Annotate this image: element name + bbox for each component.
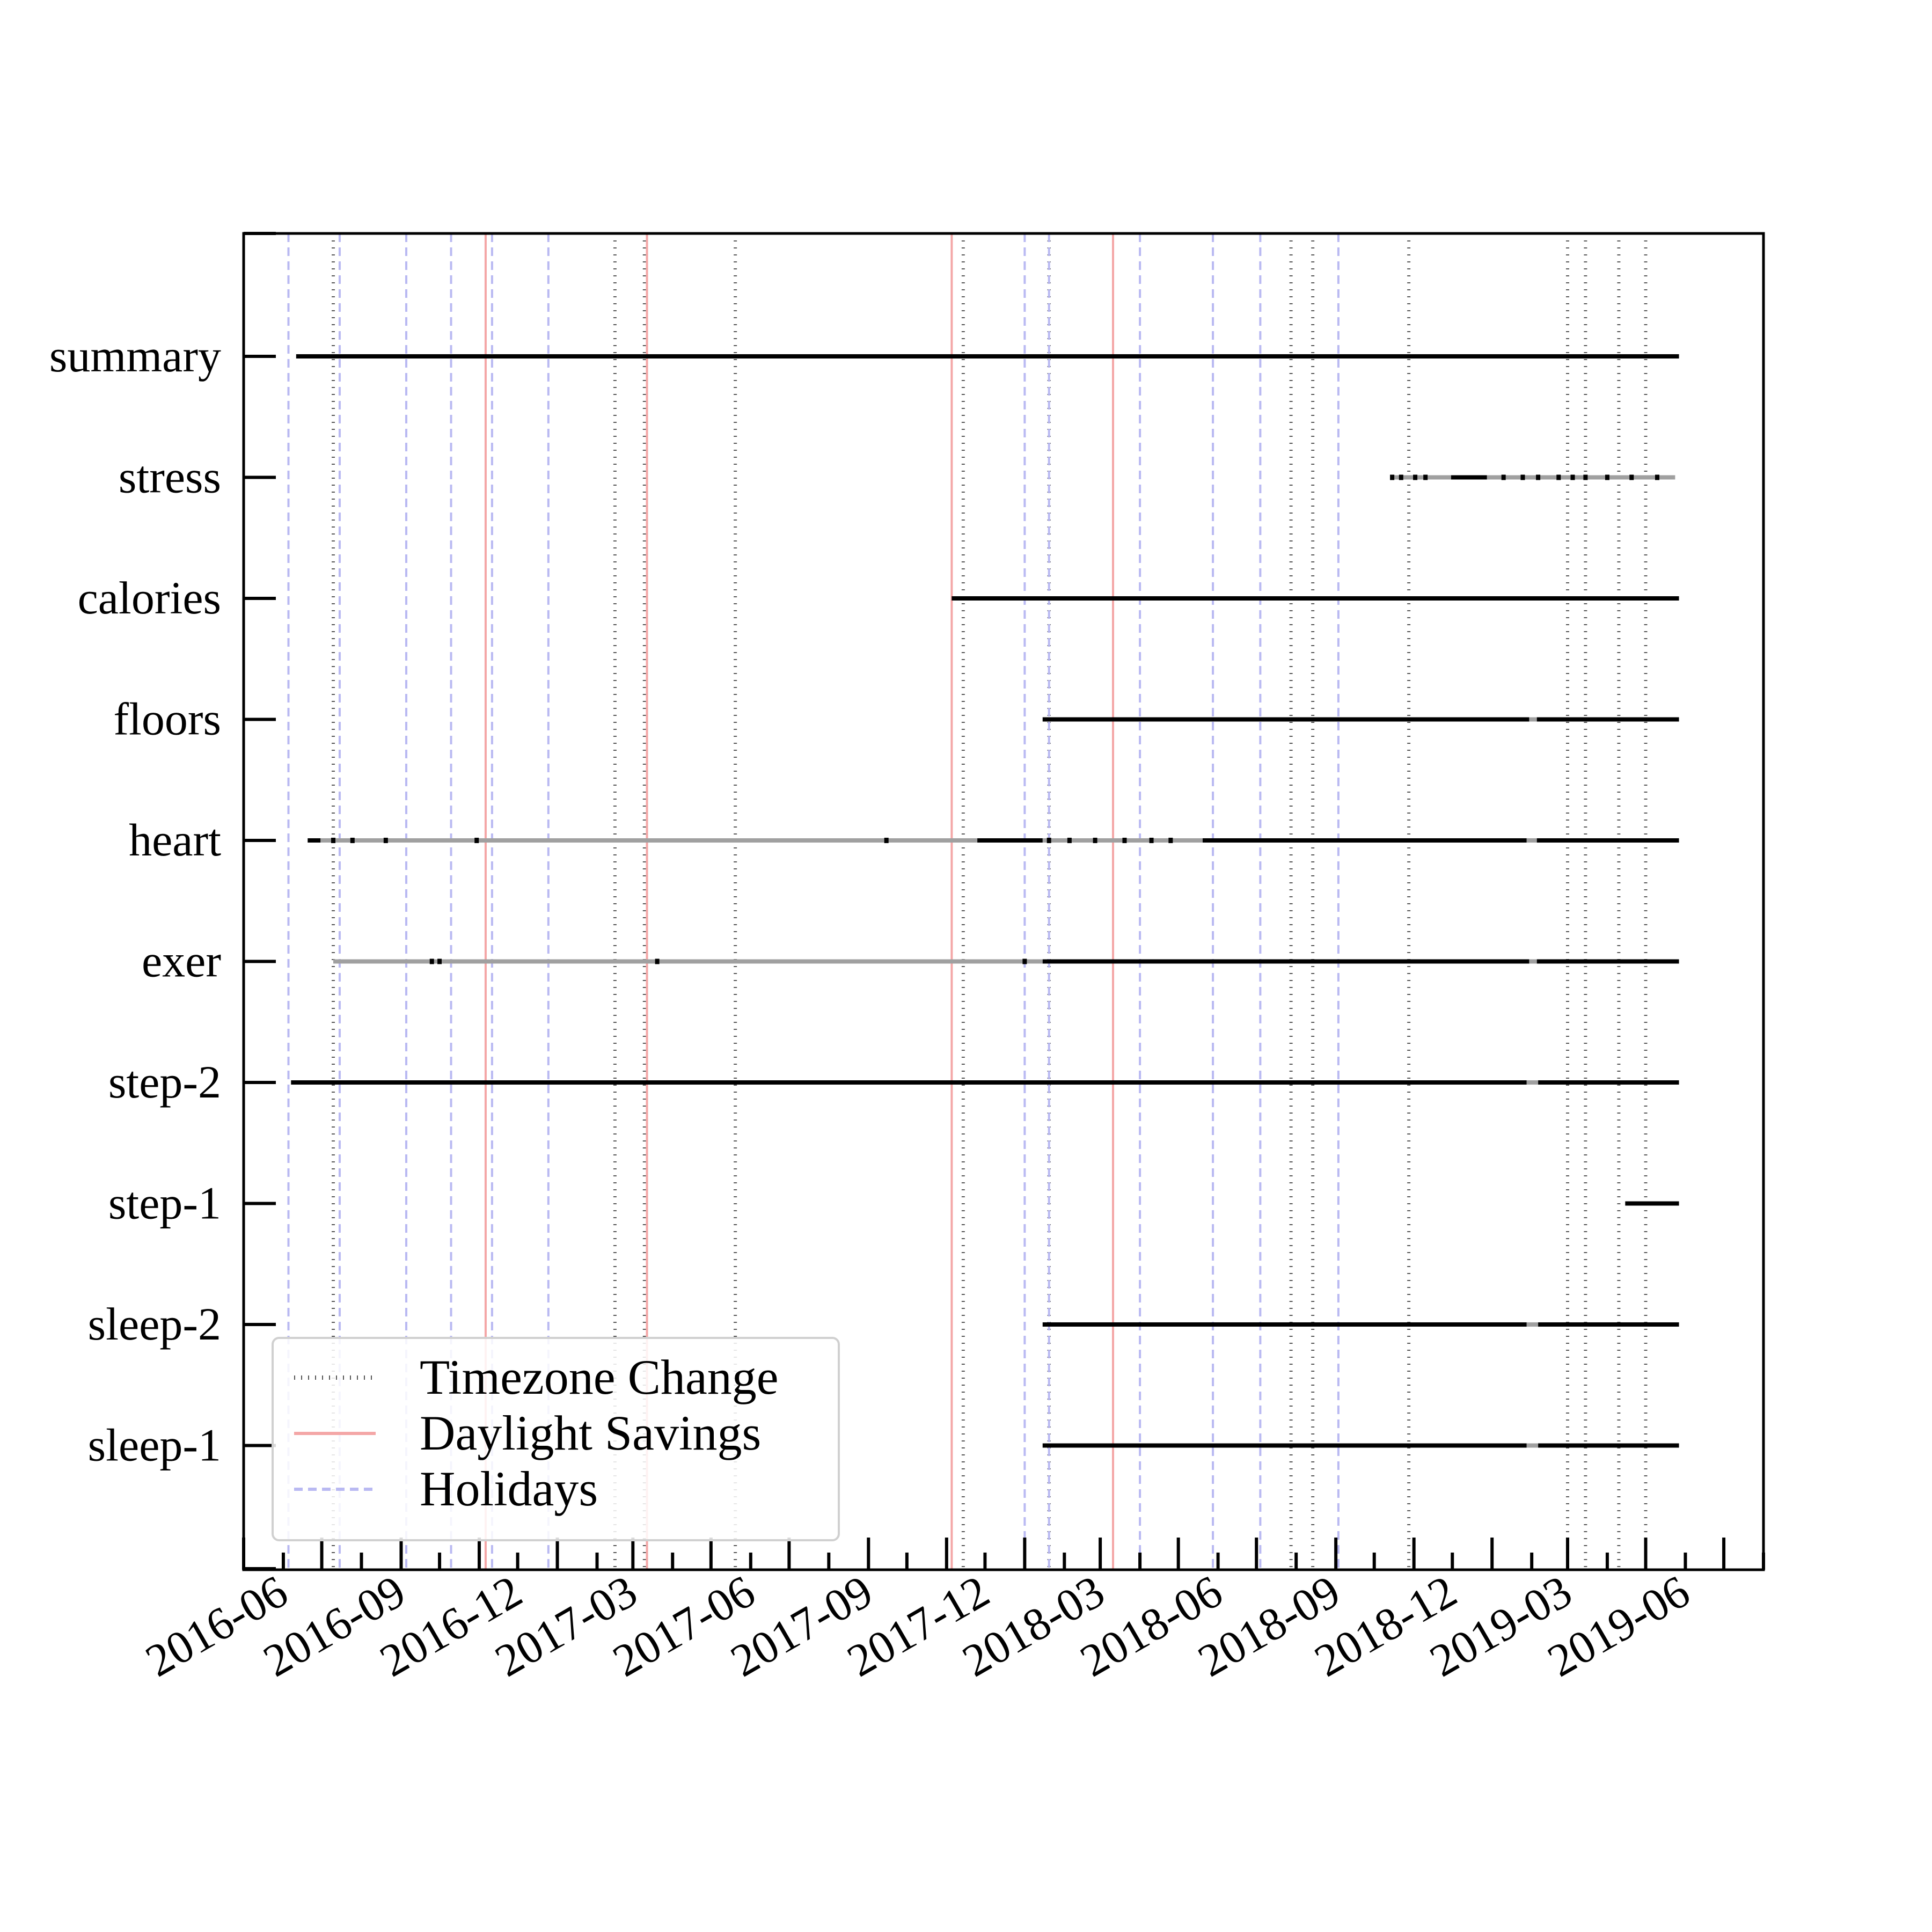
series-stress [1390, 474, 1675, 480]
data-point [1022, 958, 1027, 964]
data-point [1067, 838, 1072, 843]
data-point [1629, 474, 1634, 480]
legend-label-holidays: Holidays [420, 1461, 598, 1516]
data-point [1605, 474, 1609, 480]
series-heart [308, 838, 1679, 843]
data-point [1570, 474, 1575, 480]
data-point [383, 838, 388, 843]
data-point [1168, 838, 1173, 843]
data-point [474, 838, 479, 843]
data-point [1149, 838, 1154, 843]
series-exer [333, 958, 1679, 964]
data-point [1520, 474, 1525, 480]
y-tick-label-step-1: step-1 [108, 1177, 221, 1229]
data-point [1556, 474, 1561, 480]
data-point [884, 838, 889, 843]
y-tick-label-step-2: step-2 [108, 1056, 221, 1108]
plot-frame [242, 232, 1765, 1571]
data-point [350, 838, 355, 843]
y-tick-label-summary: summary [49, 330, 221, 382]
data-point [1399, 474, 1403, 480]
legend-label-timezone: Timezone Change [420, 1350, 779, 1404]
y-tick-label-calories: calories [78, 572, 221, 624]
data-point [1390, 474, 1395, 480]
legend-box [272, 1337, 840, 1541]
data-point [1655, 474, 1659, 480]
y-tick-label-stress: stress [119, 451, 221, 503]
y-tick-label-exer: exer [142, 935, 221, 987]
y-tick-label-heart: heart [129, 814, 221, 866]
series-bars [291, 354, 1679, 1448]
legend-label-daylight-savings: Daylight Savings [420, 1406, 761, 1460]
data-point [429, 958, 434, 964]
data-point [1423, 474, 1428, 480]
data-point [1501, 474, 1506, 480]
y-axis: summary stress calories floors heart exer step… [49, 232, 276, 1570]
data-point [655, 958, 660, 964]
legend: Timezone Change Daylight Savings Holiday… [272, 1337, 840, 1541]
data-point [1536, 474, 1541, 480]
data-point [1046, 838, 1051, 843]
data-point [331, 838, 336, 843]
data-point [1413, 474, 1418, 480]
data-point [437, 958, 442, 964]
x-axis: 2016-062016-092016-122017-032017-062017-… [137, 1538, 1765, 1687]
data-point [1583, 474, 1588, 480]
y-tick-label-sleep-1: sleep-1 [88, 1419, 221, 1471]
data-point [1122, 838, 1127, 843]
y-tick-label-sleep-2: sleep-2 [88, 1298, 221, 1350]
data-point [1093, 838, 1097, 843]
y-tick-label-floors: floors [113, 693, 221, 745]
